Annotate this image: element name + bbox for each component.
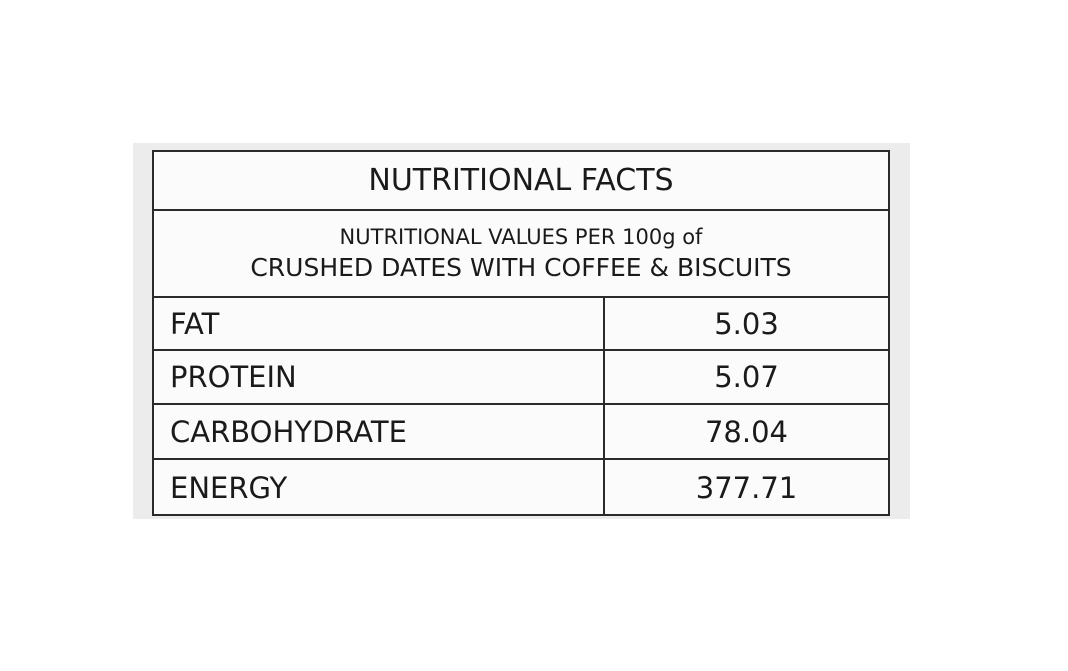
table-row: FAT 5.03 — [154, 298, 888, 351]
nutrient-name: CARBOHYDRATE — [154, 405, 605, 458]
subtitle-line: CRUSHED DATES WITH COFFEE & BISCUITS — [250, 253, 792, 282]
nutrient-value: 78.04 — [704, 414, 789, 449]
nutrition-table: NUTRITIONAL FACTS NUTRITIONAL VALUES PER… — [152, 150, 890, 516]
subtitle-row: NUTRITIONAL VALUES PER 100g of CRUSHED D… — [154, 211, 888, 298]
nutrient-value: 5.07 — [714, 360, 779, 394]
title-row: NUTRITIONAL FACTS — [154, 152, 888, 211]
nutrient-name: ENERGY — [154, 460, 605, 516]
table-title: NUTRITIONAL FACTS — [368, 163, 674, 198]
subtitle-line: NUTRITIONAL VALUES PER 100g of — [339, 225, 703, 249]
table-row: PROTEIN 5.07 — [154, 351, 888, 405]
nutrient-value: 5.03 — [714, 306, 779, 341]
nutrient-name: FAT — [154, 298, 605, 349]
nutrient-value: 377.71 — [695, 471, 798, 505]
table-row: ENERGY 377.71 — [154, 460, 888, 516]
table-row: CARBOHYDRATE 78.04 — [154, 405, 888, 460]
nutrient-name: PROTEIN — [154, 351, 605, 403]
